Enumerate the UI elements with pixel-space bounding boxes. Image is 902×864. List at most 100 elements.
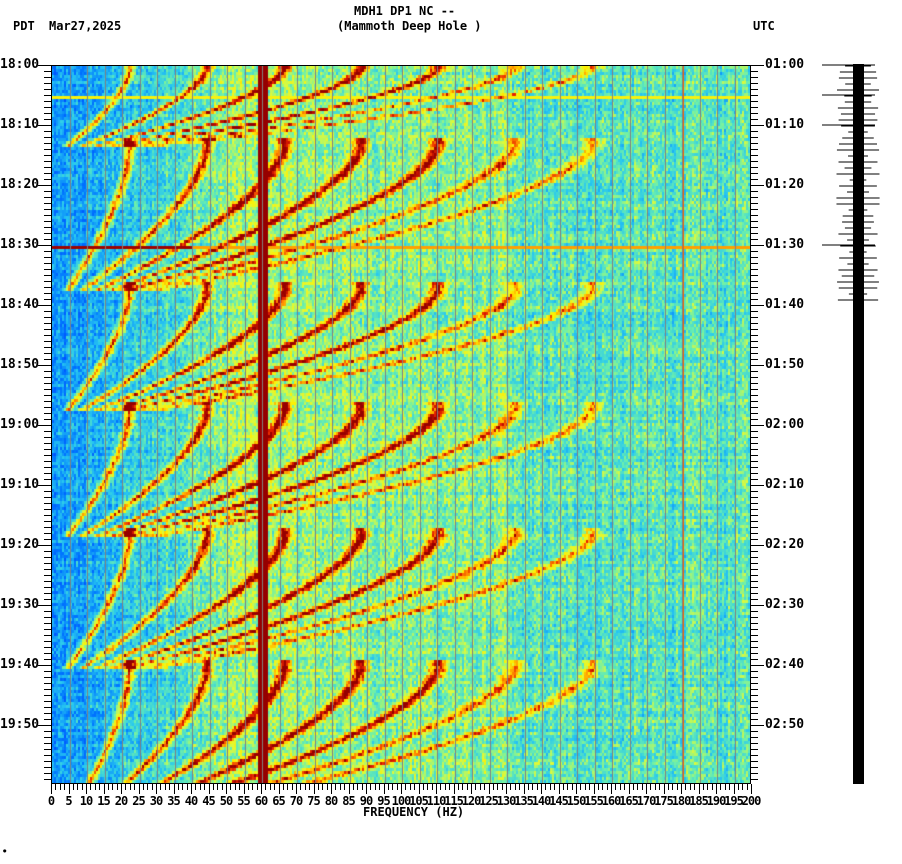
minor-tick [257,784,258,790]
minor-tick [44,263,51,264]
frequency-tick-label: 155 [584,794,604,808]
minor-tick [55,784,56,790]
minor-tick [751,461,758,462]
minor-tick [44,149,51,150]
major-tick [38,65,51,66]
minor-tick [77,784,78,790]
minor-tick [519,784,520,790]
minor-tick [44,77,51,78]
frequency-tick-label: 70 [289,794,303,808]
major-tick [594,784,595,794]
major-tick [38,725,51,726]
minor-tick [44,281,51,282]
minor-tick [677,784,678,790]
minor-tick [44,557,51,558]
minor-tick [751,491,758,492]
minor-tick [44,221,51,222]
frequency-tick-label: 90 [359,794,373,808]
minor-tick [182,784,183,790]
major-tick [751,65,764,66]
minor-tick [44,623,51,624]
minor-tick [751,479,758,480]
minor-tick [751,395,758,396]
minor-tick [44,311,51,312]
minor-tick [195,784,196,790]
minor-tick [130,784,131,790]
minor-tick [44,389,51,390]
minor-tick [44,95,51,96]
minor-tick [44,617,51,618]
minor-tick [44,71,51,72]
major-tick [38,485,51,486]
minor-tick [751,203,758,204]
minor-tick [44,773,51,774]
major-tick [611,784,612,794]
left-time-tick-label: 19:50 [0,717,40,732]
frequency-tick-label: 65 [272,794,285,808]
major-tick [681,784,682,794]
major-tick [156,784,157,794]
major-tick [524,784,525,794]
major-tick [38,365,51,366]
minor-tick [751,389,758,390]
minor-tick [44,551,51,552]
left-time-tick-label: 19:10 [0,477,40,492]
minor-tick [751,575,758,576]
minor-tick [134,784,135,790]
minor-tick [445,784,446,790]
frequency-tick-label: 100 [391,794,412,808]
right-time-tick-label: 01:30 [765,237,805,252]
minor-tick [44,101,51,102]
x-axis-label: FREQUENCY (HZ) [363,805,465,819]
minor-tick [480,784,481,790]
minor-tick [751,767,758,768]
minor-tick [217,784,218,790]
minor-tick [239,784,240,790]
minor-tick [99,784,100,790]
minor-tick [694,784,695,790]
right-time-tick-label: 02:10 [765,477,805,492]
major-tick [751,665,764,666]
minor-tick [725,784,726,790]
minor-tick [165,784,166,790]
minor-tick [274,784,275,790]
frequency-tick-label: 35 [167,794,180,808]
frequency-tick-label: 45 [202,794,215,808]
minor-tick [550,784,551,790]
minor-tick [44,611,51,612]
minor-tick [222,784,223,790]
minor-tick [751,437,758,438]
minor-tick [44,251,51,252]
right-time-tick-label: 01:50 [765,357,805,372]
minor-tick [751,539,758,540]
minor-tick [405,784,406,790]
minor-tick [44,671,51,672]
minor-tick [309,784,310,790]
minor-tick [82,784,83,790]
minor-tick [484,784,485,790]
minor-tick [751,299,758,300]
minor-tick [751,287,758,288]
minor-tick [589,784,590,790]
minor-tick [44,587,51,588]
major-tick [629,784,630,794]
minor-tick [44,377,51,378]
left-time-tick-label: 19:00 [0,417,40,432]
frequency-tick-label: 0 [47,794,55,808]
major-tick [471,784,472,794]
major-tick [331,784,332,794]
minor-tick [751,587,758,588]
minor-tick [751,521,758,522]
left-time-tick-label: 18:30 [0,237,40,252]
left-time-tick-label: 19:20 [0,537,40,552]
minor-tick [44,761,51,762]
minor-tick [751,227,758,228]
minor-tick [44,659,51,660]
minor-tick [117,784,118,790]
frequency-tick-label: 185 [689,794,709,808]
minor-tick [44,629,51,630]
minor-tick [44,635,51,636]
minor-tick [751,617,758,618]
minor-tick [44,737,51,738]
major-tick [38,665,51,666]
